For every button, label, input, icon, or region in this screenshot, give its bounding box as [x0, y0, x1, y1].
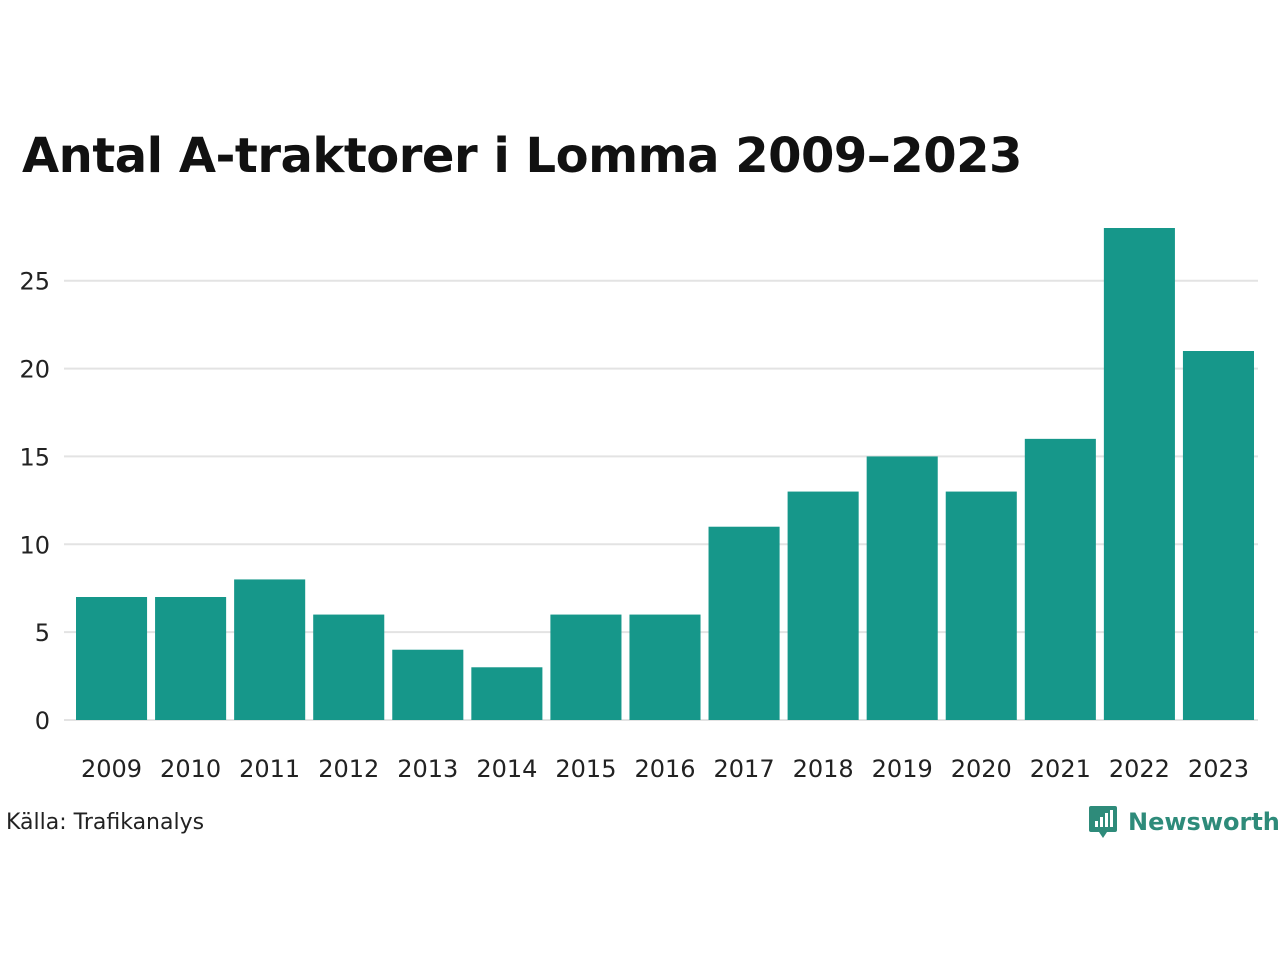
bar-2013 [392, 649, 464, 720]
x-tick-label: 2016 [634, 755, 695, 783]
y-tick-label: 10 [19, 531, 50, 559]
bar-2020 [945, 491, 1017, 720]
x-tick-label: 2023 [1188, 755, 1249, 783]
x-tick-label: 2013 [397, 755, 458, 783]
newsworthy-logo-icon [1089, 806, 1117, 838]
bar-2014 [471, 667, 543, 720]
x-tick-label: 2021 [1030, 755, 1091, 783]
brand-logo: Newsworthy [1088, 804, 1280, 840]
y-tick-label: 20 [19, 356, 50, 384]
bar-2018 [787, 491, 859, 720]
x-axis-ticks: 2009 2010 2011 2012 2013 2014 2015 2016 2017 2018… [81, 755, 1249, 783]
x-tick-label: 2019 [872, 755, 933, 783]
x-tick-label: 2009 [81, 755, 142, 783]
bar-2011 [234, 579, 306, 720]
bar-2012 [313, 614, 385, 720]
brand-name: Newsworthy [1128, 808, 1280, 836]
bar-2023 [1182, 351, 1254, 720]
x-tick-label: 2022 [1109, 755, 1170, 783]
bar-2015 [550, 614, 622, 720]
x-tick-label: 2014 [476, 755, 537, 783]
x-tick-label: 2020 [951, 755, 1012, 783]
bar-2021 [1024, 438, 1096, 720]
source-note: Källa: Trafikanalys [6, 810, 205, 835]
y-tick-label: 15 [19, 443, 50, 471]
bar-2010 [155, 597, 227, 720]
y-tick-label: 25 [19, 268, 50, 296]
y-tick-label: 5 [35, 619, 50, 647]
x-tick-label: 2010 [160, 755, 221, 783]
chart-title: Antal A-traktorer i Lomma 2009–2023 [22, 128, 1022, 184]
bar-2022 [1103, 228, 1175, 720]
x-tick-label: 2012 [318, 755, 379, 783]
bar-2019 [866, 456, 938, 720]
bar-2016 [629, 614, 701, 720]
y-tick-label: 0 [35, 707, 50, 735]
x-tick-label: 2018 [793, 755, 854, 783]
x-tick-label: 2015 [555, 755, 616, 783]
bar-2017 [708, 526, 780, 720]
x-tick-label: 2017 [714, 755, 775, 783]
bar-2009 [76, 597, 148, 720]
y-axis-ticks: 0 5 10 15 20 25 [19, 268, 50, 735]
x-tick-label: 2011 [239, 755, 300, 783]
bars [76, 228, 1254, 720]
